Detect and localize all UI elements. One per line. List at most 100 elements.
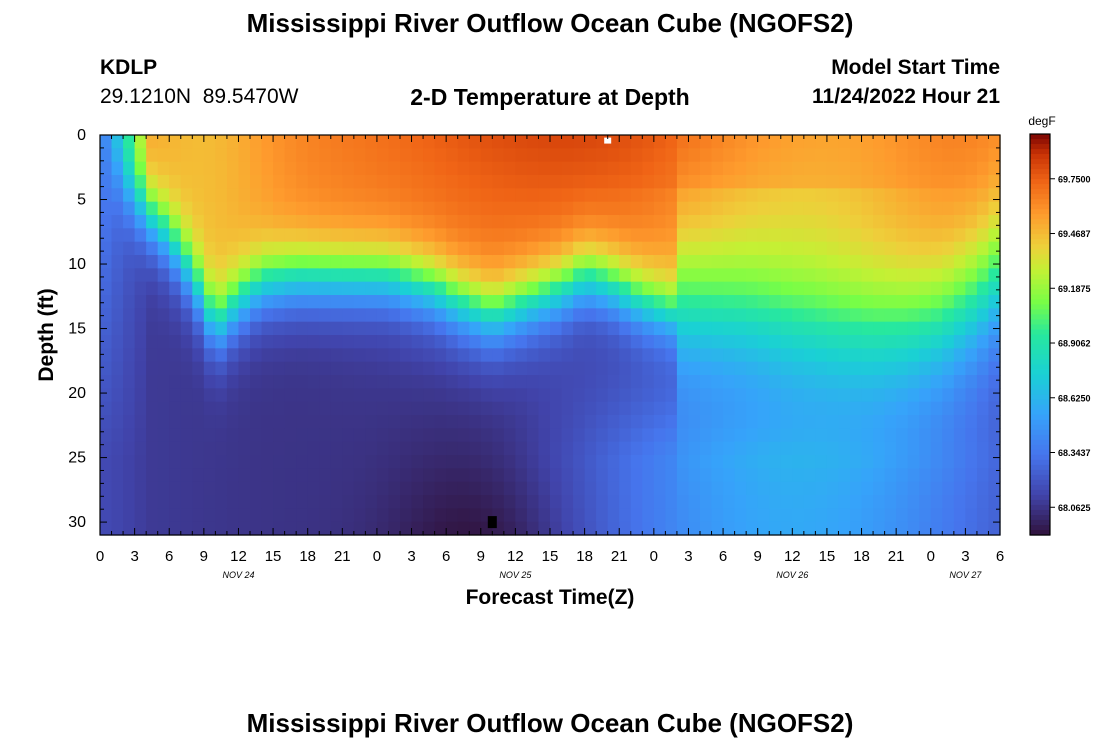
heatmap-cell [111, 188, 124, 203]
heatmap-cell [307, 428, 320, 443]
station-id: KDLP [100, 56, 158, 79]
heatmap-cell [942, 335, 955, 349]
heatmap-cell [538, 495, 551, 509]
heatmap-cell [226, 521, 240, 536]
heatmap-cell [815, 228, 828, 243]
heatmap-cell [665, 308, 678, 323]
heatmap-cell [584, 508, 597, 523]
heatmap-cell [273, 135, 286, 149]
heatmap-cell [111, 361, 124, 376]
heatmap-cell [388, 401, 401, 416]
heatmap-cell [526, 441, 540, 456]
heatmap-cell [746, 148, 759, 163]
heatmap-cell [746, 495, 759, 509]
heatmap-cell [976, 401, 990, 416]
heatmap-cell [734, 175, 747, 189]
heatmap-cell [919, 308, 932, 323]
heatmap-cell [146, 401, 159, 416]
heatmap-cell [111, 441, 124, 456]
heatmap-cell [734, 281, 747, 296]
heatmap-cell [561, 495, 574, 509]
heatmap-cell [469, 161, 482, 176]
heatmap-cell [423, 215, 436, 229]
heatmap-cell [296, 388, 309, 403]
heatmap-cell [711, 255, 724, 269]
heatmap-cell [780, 455, 793, 469]
heatmap-cell [965, 281, 978, 296]
heatmap-cell [353, 468, 366, 483]
heatmap-cell [630, 521, 643, 536]
heatmap-cell [653, 455, 666, 469]
heatmap-cell [307, 401, 320, 416]
heatmap-cell [850, 321, 863, 336]
heatmap-cell [492, 375, 505, 389]
heatmap-cell [942, 348, 955, 363]
colorbar-segment [1030, 239, 1050, 245]
heatmap-cell [342, 255, 355, 269]
heatmap-cell [503, 428, 516, 443]
heatmap-cell [884, 375, 897, 389]
heatmap-cell [169, 201, 182, 216]
heatmap-cell [157, 428, 170, 443]
heatmap-cell [723, 281, 736, 296]
heatmap-cell [896, 241, 909, 256]
heatmap-cell [676, 348, 690, 363]
heatmap-cell [469, 321, 482, 336]
heatmap-cell [446, 481, 459, 496]
heatmap-cell [711, 441, 724, 456]
heatmap-cell [873, 455, 886, 469]
heatmap-cell [261, 268, 274, 283]
heatmap-cell [988, 495, 1001, 509]
heatmap-cell [550, 521, 563, 536]
heatmap-cell [457, 321, 470, 336]
heatmap-cell [388, 201, 401, 216]
heatmap-cell [988, 455, 1001, 469]
heatmap-cell [734, 375, 747, 389]
heatmap-cell [953, 521, 966, 536]
heatmap-cell [226, 321, 240, 336]
heatmap-cell [203, 295, 216, 309]
heatmap-cell [988, 388, 1001, 403]
heatmap-cell [850, 241, 863, 256]
heatmap-cell [238, 308, 251, 323]
heatmap-cell [123, 228, 136, 243]
heatmap-cell [596, 441, 609, 456]
heatmap-cell [676, 255, 690, 269]
heatmap-cell [111, 295, 124, 309]
heatmap-cell [573, 388, 586, 403]
heatmap-cell [446, 175, 459, 189]
heatmap-cell [757, 241, 770, 256]
colorbar-segment [1030, 234, 1050, 240]
heatmap-cell [307, 241, 320, 256]
heatmap-cell [561, 335, 574, 349]
heatmap-cell [780, 228, 793, 243]
heatmap-cell [884, 495, 897, 509]
heatmap-cell [203, 308, 216, 323]
heatmap-cell [596, 481, 609, 496]
heatmap-cell [965, 295, 978, 309]
heatmap-cell [584, 468, 597, 483]
heatmap-cell [676, 215, 690, 229]
heatmap-cell [688, 441, 701, 456]
heatmap-cell [238, 375, 251, 389]
heatmap-cell [976, 281, 990, 296]
heatmap-cell [907, 521, 920, 536]
heatmap-cell [457, 188, 470, 203]
heatmap-cell [919, 255, 932, 269]
colorbar-segment [1030, 449, 1050, 456]
heatmap-cell [815, 495, 828, 509]
heatmap-cell [319, 428, 332, 443]
heatmap-cell [550, 135, 563, 149]
heatmap-cell [203, 455, 216, 469]
heatmap-cell [157, 441, 170, 456]
heatmap-cell [492, 255, 505, 269]
heatmap-cell [134, 481, 147, 496]
heatmap-cell [665, 188, 678, 203]
heatmap-cell [861, 415, 874, 429]
heatmap-cell [192, 335, 205, 349]
heatmap-cell [757, 295, 770, 309]
heatmap-cell [861, 481, 874, 496]
heatmap-cell [157, 148, 170, 163]
colorbar-segment [1030, 164, 1050, 170]
heatmap-cell [803, 175, 816, 189]
